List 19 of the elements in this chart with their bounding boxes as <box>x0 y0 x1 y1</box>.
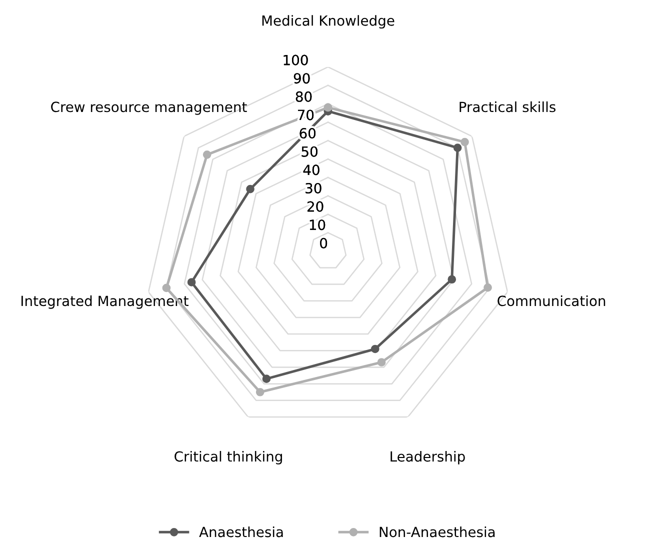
spoke-label: Practical skills <box>460 101 556 112</box>
spoke-label: Integrated Management <box>22 295 188 309</box>
legend-label: Non-Anaesthesia <box>380 526 495 538</box>
y-tick-label: 10 <box>310 220 326 230</box>
y-tick-label: 40 <box>303 164 320 176</box>
y-tick-label: 20 <box>307 201 324 212</box>
spoke-label: Critical thinking <box>174 450 282 464</box>
spoke-label: Leadership <box>390 450 465 464</box>
y-tick-label: 80 <box>296 91 312 102</box>
legend-label: Anaesthesia <box>199 526 283 538</box>
y-tick-label: 70 <box>298 110 314 120</box>
y-tick-label: 30 <box>306 182 322 194</box>
y-tick-label: 0 <box>320 238 328 248</box>
y-tick-label: 100 <box>284 54 308 66</box>
spoke-label: Crew resource management <box>51 102 247 115</box>
spoke-label: Communication <box>498 295 606 306</box>
y-tick-label: 50 <box>302 146 318 157</box>
y-tick-label: 90 <box>294 73 310 84</box>
spoke-label: Medical Knowledge <box>262 15 394 29</box>
